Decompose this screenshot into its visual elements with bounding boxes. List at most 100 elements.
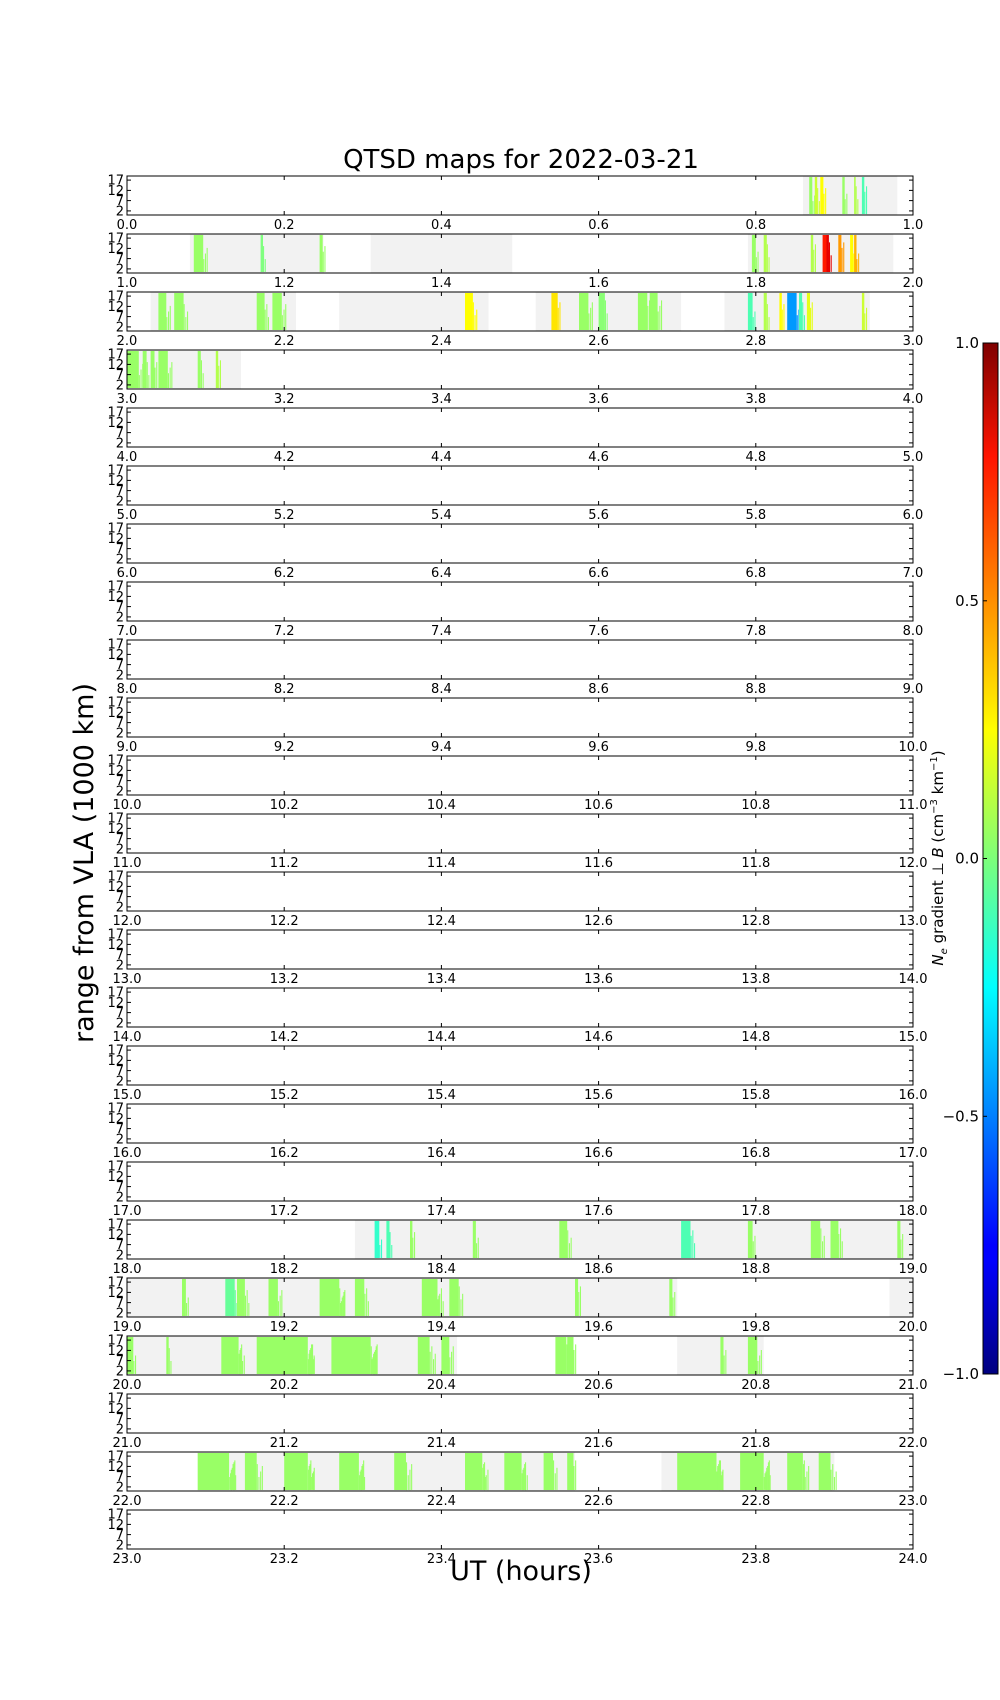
y-tick-label: 7 (116, 310, 124, 325)
colorbar-tick-label: −0.5 (943, 1107, 979, 1125)
feature-fragment (219, 360, 221, 389)
feature-fragment (310, 1348, 312, 1374)
feature-fragment (524, 1464, 526, 1490)
x-tick-label: 15.0 (113, 1088, 142, 1103)
y-tick-label: 12 (107, 996, 124, 1011)
feature-fragment (487, 1469, 489, 1491)
panel-frame (126, 291, 914, 332)
feature-fragment (281, 1290, 283, 1316)
panel-frame (126, 1161, 914, 1202)
x-tick-label: 4.2 (274, 450, 295, 465)
feature-fragment (769, 1475, 771, 1490)
feature-fragment (202, 373, 204, 388)
feature-fragment (313, 1467, 315, 1490)
x-tick-label: 19.2 (270, 1320, 299, 1335)
x-tick-label: 24.0 (899, 1552, 928, 1567)
feature-fragment (374, 1351, 376, 1374)
feature-fragment (575, 1344, 577, 1374)
feature-fragment (820, 1228, 822, 1258)
feature-streak (421, 1279, 438, 1316)
feature-fragment (310, 1460, 312, 1490)
x-tick-label: 11.0 (113, 856, 142, 871)
y-tick-label: 17 (107, 1160, 124, 1175)
x-tick-label: 7.0 (117, 624, 138, 639)
feature-fragment (718, 1464, 720, 1490)
x-tick-label: 3.0 (903, 334, 924, 349)
feature-streak (256, 293, 265, 330)
feature-fragment (324, 246, 326, 272)
feature-fragment (230, 1469, 232, 1491)
x-tick-label: 21.2 (270, 1436, 299, 1451)
feature-fragment (309, 1350, 311, 1374)
colorbar-tick-label: 0.0 (955, 850, 979, 868)
feature-streak (127, 1337, 134, 1374)
feature-streak (854, 235, 857, 272)
panel-frame (126, 465, 914, 506)
coverage-span (370, 234, 513, 273)
x-tick-label: 4.6 (588, 450, 609, 465)
feature-fragment (765, 1471, 767, 1490)
feature-streak (256, 1337, 308, 1374)
feature-fragment (757, 1361, 759, 1374)
feature-streak (861, 177, 865, 214)
feature-fragment (606, 313, 608, 330)
feature-fragment (818, 201, 820, 214)
feature-fragment (200, 360, 202, 389)
feature-fragment (372, 1357, 374, 1374)
feature-fragment (166, 317, 168, 330)
feature-fragment (570, 1237, 572, 1259)
x-tick-label: 16.6 (584, 1146, 613, 1161)
y-tick-label: 12 (107, 822, 124, 837)
feature-fragment (451, 1351, 453, 1374)
y-tick-label: 2 (116, 1480, 124, 1495)
feature-streak (354, 1279, 365, 1316)
coverage-span (354, 1220, 913, 1259)
x-tick-label: 3.0 (117, 392, 138, 407)
y-tick-label: 17 (107, 1334, 124, 1349)
y-tick-label: 17 (107, 986, 124, 1001)
feature-fragment (483, 1464, 485, 1490)
x-tick-label: 13.8 (741, 972, 770, 987)
y-tick-label: 7 (116, 252, 124, 267)
feature-fragment (482, 1467, 484, 1490)
feature-streak (331, 1337, 371, 1374)
feature-fragment (841, 247, 843, 272)
feature-fragment (567, 1230, 569, 1259)
feature-fragment (342, 1295, 344, 1317)
feature-fragment (187, 1297, 189, 1316)
feature-fragment (823, 193, 825, 215)
feature-fragment (806, 1471, 808, 1490)
y-tick-label: 2 (116, 262, 124, 277)
panel-frame (126, 1451, 914, 1492)
feature-fragment (857, 199, 859, 214)
x-tick-label: 6.4 (431, 566, 452, 581)
feature-fragment (752, 317, 754, 330)
feature-fragment (238, 1353, 240, 1375)
feature-fragment (575, 1460, 577, 1490)
feature-streak (763, 293, 767, 330)
feature-fragment (717, 1466, 719, 1490)
y-tick-label: 7 (116, 368, 124, 383)
feature-fragment (414, 1232, 416, 1258)
feature-fragment (853, 253, 855, 272)
feature-fragment (476, 309, 478, 330)
x-tick-label: 12.8 (741, 914, 770, 929)
feature-streak (763, 235, 767, 272)
feature-fragment (313, 1355, 315, 1374)
y-tick-label: 17 (107, 1276, 124, 1291)
feature-fragment (814, 195, 816, 214)
x-tick-label: 23.8 (741, 1552, 770, 1567)
coverage-span (339, 292, 489, 331)
y-tick-label: 12 (107, 1112, 124, 1127)
panel-frame (126, 1509, 914, 1550)
x-axis-label: UT (hours) (450, 1556, 592, 1587)
feature-streak (237, 1279, 245, 1316)
feature-fragment (808, 1466, 810, 1490)
x-tick-label: 7.8 (745, 624, 766, 639)
y-tick-label: 12 (107, 590, 124, 605)
feature-fragment (553, 1460, 555, 1490)
x-tick-label: 14.8 (741, 1030, 770, 1045)
panel-frame (126, 871, 914, 912)
